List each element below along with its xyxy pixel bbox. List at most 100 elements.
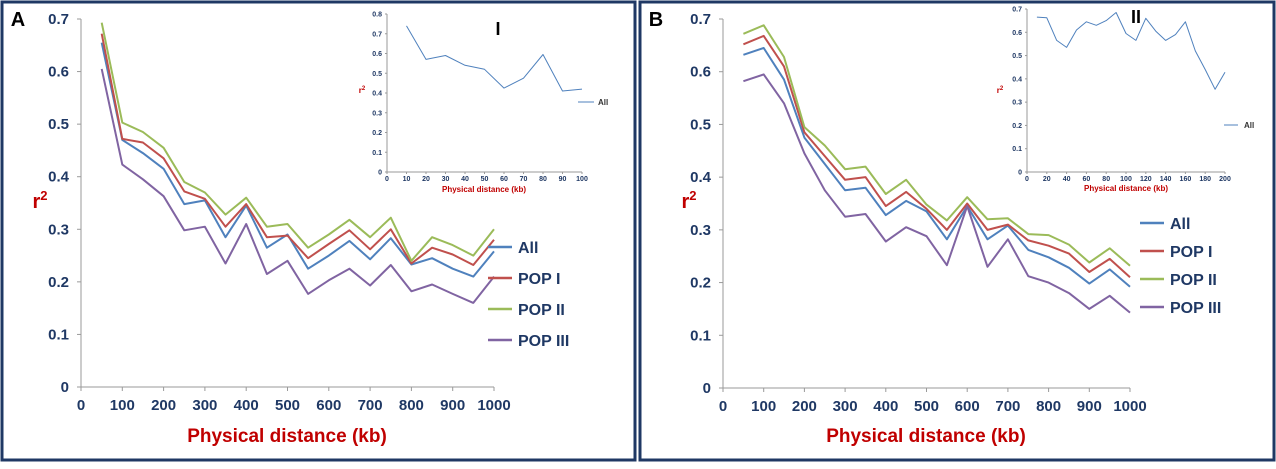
x-tick-label: 40	[461, 176, 469, 183]
x-tick-label: 30	[442, 176, 450, 183]
y-tick-label: 0.6	[1012, 30, 1022, 37]
y-axis-title: r2	[681, 188, 696, 213]
y-tick-label: 0.7	[690, 11, 711, 28]
x-tick-label: 400	[234, 397, 259, 414]
inset-x-axis-title: Physical distance (kb)	[1084, 184, 1168, 193]
x-tick-label: 500	[275, 397, 300, 414]
x-tick-label: 800	[399, 397, 424, 414]
legend-item-all: All	[518, 240, 538, 257]
y-tick-label: 0.1	[372, 150, 382, 157]
y-tick-label: 0.7	[1012, 7, 1022, 14]
y-tick-label: 0.2	[48, 274, 69, 291]
x-tick-label: 300	[192, 397, 217, 414]
chart-panel-b: B0 100 200 300 400 500 600 700 800 900 100000.10.2…	[638, 0, 1276, 462]
x-tick-label: 900	[1077, 398, 1102, 415]
x-axis-title: Physical distance (kb)	[187, 426, 387, 447]
x-tick-label: 900	[440, 397, 465, 414]
x-axis-title: Physical distance (kb)	[826, 426, 1026, 447]
x-tick-label: 100	[1120, 176, 1132, 183]
x-tick-label: 80	[539, 176, 547, 183]
y-tick-label: 0.3	[48, 221, 69, 238]
x-tick-label: 100	[576, 176, 588, 183]
y-tick-label: 0.5	[48, 116, 69, 133]
inset-x-axis-title: Physical distance (kb)	[442, 185, 526, 194]
x-tick-label: 120	[1140, 176, 1152, 183]
x-tick-label: 1000	[1113, 398, 1146, 415]
legend-item-pop-ii: POP II	[518, 302, 565, 319]
x-tick-label: 20	[1043, 176, 1051, 183]
inset-legend-item: All	[1244, 121, 1254, 130]
inset-chart-i: 0 10 20 30 40 50 60 70 80 90 100 0 0.1 0.2 0.3 0.4 0.5 0.…	[359, 12, 608, 195]
x-tick-label: 60	[500, 176, 508, 183]
series-line-all	[743, 47, 1131, 288]
y-tick-label: 0.1	[48, 326, 69, 343]
x-tick-label: 0	[385, 176, 389, 183]
x-tick-label: 600	[955, 398, 980, 415]
x-tick-label: 0	[77, 397, 85, 414]
panel-label: A	[11, 9, 25, 31]
inset-y-axis-title: r2	[997, 86, 1004, 95]
x-tick-label: 180	[1199, 176, 1211, 183]
y-tick-label: 0.6	[48, 64, 69, 81]
y-axis-title-superscript: 2	[689, 188, 696, 203]
x-tick-label: 100	[751, 398, 776, 415]
y-tick-label: 0.1	[690, 327, 711, 344]
legend-item-all: All	[1170, 216, 1190, 233]
inset-y-axis-title-superscript: 2	[1000, 86, 1004, 92]
series-line-all	[406, 25, 583, 92]
y-axis-title-superscript: 2	[40, 188, 47, 203]
x-tick-label: 0	[1025, 176, 1029, 183]
y-tick-label: 0.5	[1012, 53, 1022, 60]
series-line-all	[100, 42, 495, 278]
y-tick-label: 0.7	[372, 31, 382, 38]
y-tick-label: 0.7	[48, 11, 69, 28]
x-tick-label: 70	[520, 176, 528, 183]
y-tick-label: 0.4	[48, 169, 70, 186]
y-tick-label: 0.4	[1012, 76, 1022, 83]
inset-y-axis-title-base: r	[359, 86, 362, 95]
y-tick-label: 0	[1018, 170, 1022, 177]
y-tick-label: 0.4	[372, 91, 382, 98]
x-tick-label: 200	[792, 398, 817, 415]
x-tick-label: 800	[1036, 398, 1061, 415]
x-tick-label: 600	[316, 397, 341, 414]
series-line-pop-ii	[743, 24, 1131, 267]
y-tick-label: 0.3	[690, 222, 711, 239]
x-tick-label: 200	[151, 397, 176, 414]
inset-y-axis-title: r2	[359, 86, 366, 95]
x-tick-label: 160	[1180, 176, 1192, 183]
x-tick-label: 100	[110, 397, 135, 414]
inset-y-axis-title-base: r	[997, 86, 1000, 95]
x-tick-label: 700	[995, 398, 1020, 415]
y-axis-title: r2	[32, 188, 47, 213]
x-tick-label: 10	[403, 176, 411, 183]
y-tick-label: 0.1	[1012, 146, 1022, 153]
x-tick-label: 90	[559, 176, 567, 183]
y-tick-label: 0.8	[372, 12, 382, 19]
y-tick-label: 0	[61, 379, 69, 396]
x-tick-label: 400	[873, 398, 898, 415]
x-tick-label: 0	[719, 398, 727, 415]
x-tick-label: 40	[1063, 176, 1071, 183]
y-tick-label: 0.2	[1012, 123, 1022, 130]
inset-chart-ii: 0 20 40 60 80 100 120 140 160 180 200 0 0.1 0.2 0.3 0.4…	[997, 7, 1254, 194]
x-tick-label: 300	[833, 398, 858, 415]
series-line-pop-iii	[100, 68, 495, 304]
inset-y-axis-title-superscript: 2	[362, 86, 366, 92]
legend-item-pop-iii: POP III	[518, 333, 569, 350]
y-tick-label: 0.5	[690, 116, 711, 133]
x-tick-label: 700	[358, 397, 383, 414]
y-tick-label: 0	[378, 170, 382, 177]
x-tick-label: 200	[1219, 176, 1231, 183]
x-tick-label: 60	[1083, 176, 1091, 183]
series-line-all	[1036, 12, 1226, 90]
x-tick-label: 140	[1160, 176, 1172, 183]
legend-item-pop-ii: POP II	[1170, 272, 1217, 289]
x-tick-label: 20	[422, 176, 430, 183]
x-tick-label: 80	[1102, 176, 1110, 183]
inset-label: II	[1131, 7, 1141, 27]
panel-frame	[0, 0, 637, 462]
series-line-pop-iii	[743, 73, 1131, 314]
